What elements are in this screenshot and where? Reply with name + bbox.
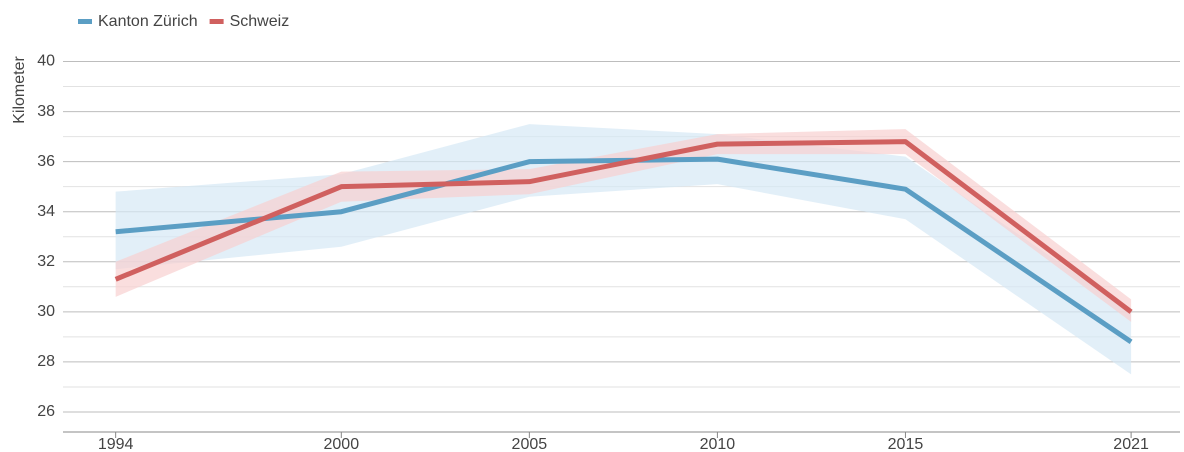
legend-swatch [209,19,224,24]
x-tick-label: 1994 [98,436,134,452]
legend-label: Kanton Zürich [98,13,198,30]
y-tick-label: 28 [37,353,55,370]
y-tick-label: 34 [37,203,55,220]
y-tick-label: 32 [37,253,55,270]
legend-swatch [78,19,92,24]
y-tick-label: 36 [37,153,55,170]
legend-label: Schweiz [230,13,290,30]
x-tick-label: 2005 [512,436,548,452]
y-tick-label: 30 [37,303,55,320]
y-axis-label: Kilometer [11,56,28,124]
x-tick-label: 2015 [888,436,924,452]
y-tick-label: 40 [37,53,55,70]
y-tick-label: 26 [37,403,55,420]
x-tick-label: 2021 [1113,436,1149,452]
x-tick-label: 2010 [700,436,736,452]
line [114,139,1133,314]
confidence-band [115,129,1132,322]
y-tick-label: 38 [37,103,55,120]
x-tick-label: 2000 [324,436,360,452]
